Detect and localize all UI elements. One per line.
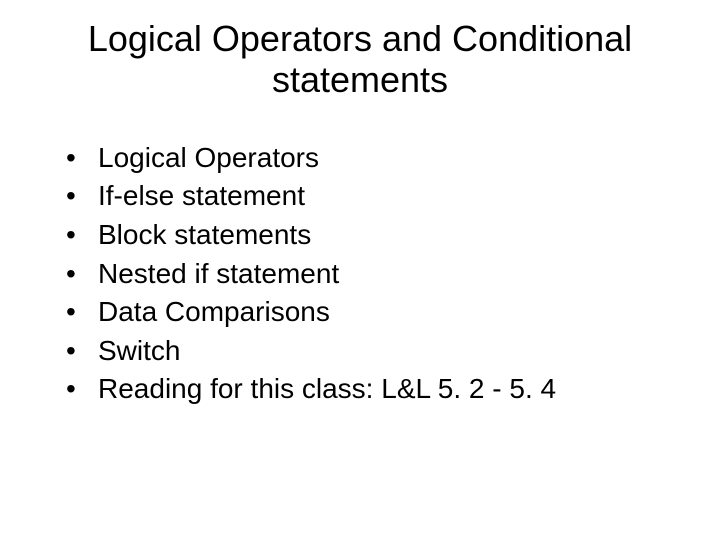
list-item: Switch [66,334,680,368]
list-item: Nested if statement [66,257,680,291]
list-item: If-else statement [66,179,680,213]
list-item: Data Comparisons [66,295,680,329]
slide-title: Logical Operators and Conditional statem… [40,18,680,101]
bullet-list: Logical Operators If-else statement Bloc… [40,141,680,406]
list-item: Reading for this class: L&L 5. 2 - 5. 4 [66,372,680,406]
list-item: Block statements [66,218,680,252]
list-item: Logical Operators [66,141,680,175]
slide: Logical Operators and Conditional statem… [0,0,720,540]
